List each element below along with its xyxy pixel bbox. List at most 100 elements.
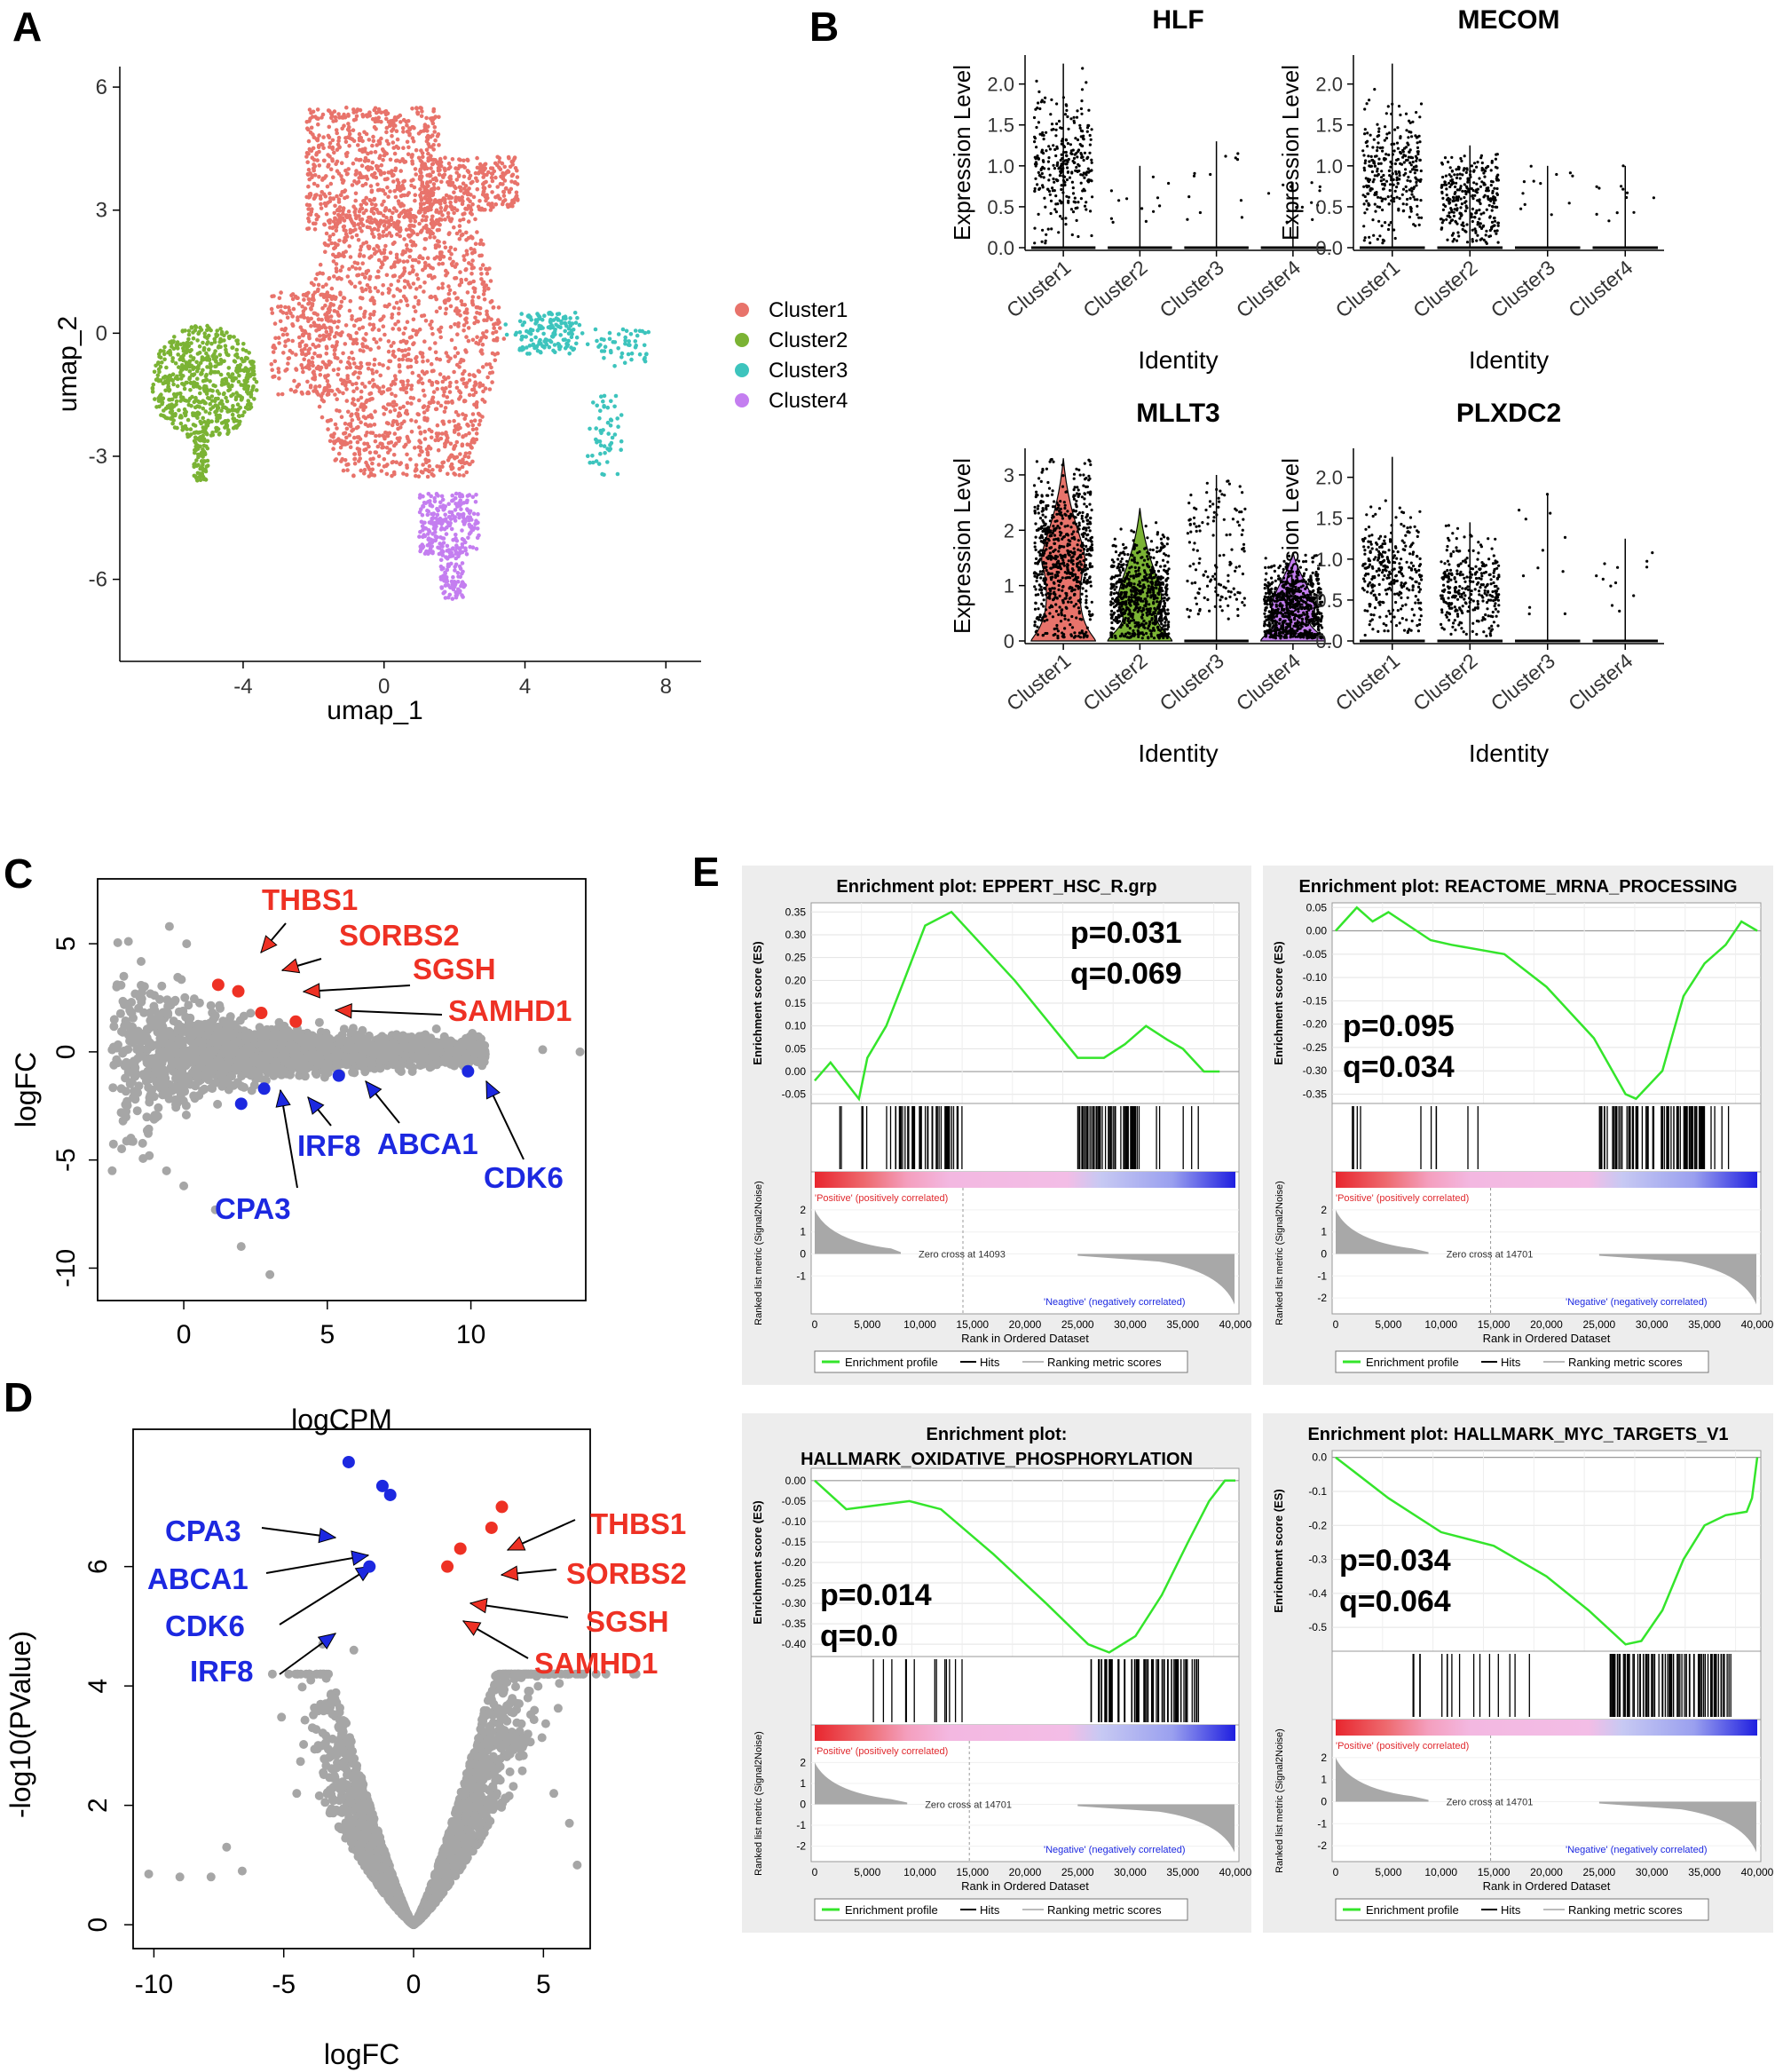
umap-point	[444, 351, 449, 355]
violin-point	[1079, 197, 1083, 201]
umap-point	[327, 162, 331, 168]
violin-point	[1193, 171, 1196, 175]
violin-point	[1041, 165, 1045, 169]
umap-point	[312, 168, 317, 173]
umap-point	[473, 241, 478, 247]
violin-point	[1066, 142, 1069, 146]
umap-point	[419, 229, 423, 234]
umap-point	[327, 191, 332, 196]
violin-point	[1444, 183, 1448, 186]
violin-point	[1040, 171, 1044, 176]
umap-point	[422, 393, 427, 398]
umap-point	[397, 363, 402, 368]
umap-point	[556, 342, 561, 347]
violin-point	[1452, 199, 1456, 202]
umap-point	[433, 176, 438, 181]
umap-point	[436, 286, 441, 290]
umap-point	[436, 186, 441, 191]
umap-point	[603, 344, 608, 350]
umap-point	[372, 197, 376, 202]
umap-point	[471, 511, 477, 516]
violin-point	[1377, 195, 1380, 199]
violin-point	[1478, 177, 1481, 180]
umap-point	[245, 356, 250, 361]
umap-point	[464, 320, 469, 325]
umap-point	[401, 471, 406, 476]
umap-point	[463, 310, 469, 314]
umap-point	[349, 217, 353, 222]
violin-point	[1066, 115, 1069, 119]
umap-point	[527, 344, 532, 348]
umap-point	[360, 325, 366, 330]
violin-point	[1384, 153, 1388, 156]
umap-point	[362, 159, 367, 163]
violin-point	[1078, 143, 1082, 146]
umap-point	[171, 404, 177, 408]
umap-point	[413, 193, 418, 197]
umap-point	[311, 342, 316, 347]
umap-point	[534, 344, 540, 349]
umap-point	[326, 315, 331, 320]
umap-point	[422, 124, 428, 129]
umap-point	[616, 332, 621, 336]
violin-point	[1391, 153, 1394, 156]
violin-point	[1037, 101, 1040, 105]
violin-point	[1045, 233, 1048, 236]
umap-point	[241, 342, 246, 346]
umap-point	[343, 139, 349, 145]
umap-point	[334, 266, 339, 271]
umap-point	[417, 327, 422, 332]
umap-point	[198, 325, 202, 330]
umap-point	[456, 413, 461, 417]
umap-point	[299, 363, 304, 368]
umap-point	[195, 365, 200, 370]
violin-point	[1083, 189, 1086, 193]
umap-point	[241, 359, 246, 364]
umap-point	[430, 217, 434, 222]
umap-point	[446, 458, 451, 463]
violin-point	[1060, 184, 1063, 187]
umap-point	[345, 135, 351, 139]
umap-point	[270, 368, 275, 373]
violin-point	[1088, 151, 1092, 154]
umap-point	[454, 166, 458, 170]
umap-point	[474, 431, 479, 436]
umap-point	[340, 442, 345, 447]
umap-point	[440, 386, 445, 391]
violin-y-tick-label: 1	[1004, 575, 1014, 597]
umap-point	[332, 320, 337, 324]
violin-point	[1440, 186, 1443, 189]
umap-point	[453, 345, 458, 351]
umap-point	[351, 361, 357, 366]
violin-point	[1381, 208, 1384, 212]
violin-point	[1483, 194, 1487, 197]
umap-point	[294, 367, 298, 371]
violin-point	[1491, 189, 1495, 193]
umap-point	[306, 351, 312, 356]
violin-point	[1369, 241, 1372, 245]
umap-point	[328, 417, 334, 423]
violin-point	[1376, 149, 1379, 153]
umap-point	[473, 217, 477, 222]
umap-point	[175, 374, 179, 379]
umap-point	[559, 320, 564, 326]
legend-swatch-cluster1	[735, 303, 749, 317]
violin-point	[1060, 153, 1063, 156]
violin-y-axis-title: Expression Level	[1277, 65, 1304, 241]
umap-point	[457, 282, 462, 288]
violin-point	[1380, 224, 1384, 227]
violin-point	[1077, 164, 1081, 168]
violin-point	[1069, 117, 1073, 121]
umap-point	[312, 196, 317, 201]
umap-point	[346, 112, 351, 117]
umap-point	[482, 186, 487, 191]
umap-point	[447, 384, 453, 389]
umap-point	[349, 423, 353, 429]
violin-point	[1085, 201, 1088, 204]
umap-point	[204, 431, 209, 436]
umap-point	[457, 229, 462, 233]
umap-point	[456, 423, 461, 427]
umap-point	[471, 265, 476, 270]
umap-point	[352, 370, 358, 375]
umap-point	[429, 295, 434, 300]
